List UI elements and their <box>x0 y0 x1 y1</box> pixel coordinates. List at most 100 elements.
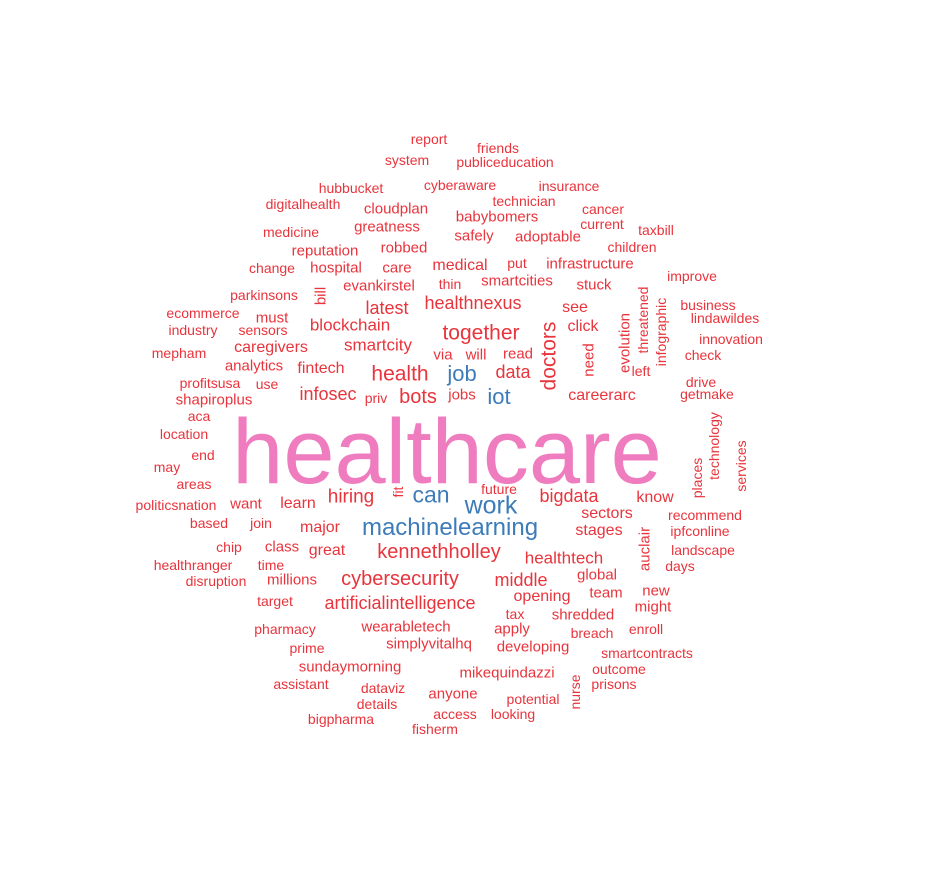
word-join: join <box>250 515 272 531</box>
word-children: children <box>607 239 657 255</box>
word-team: team <box>589 584 623 602</box>
word-new: new <box>642 582 670 600</box>
word-use: use <box>255 376 279 392</box>
word-mepham: mepham <box>151 345 207 361</box>
word-lindawildes: lindawildes <box>690 310 760 326</box>
word-potential: potential <box>506 691 560 707</box>
word-will: will <box>465 346 487 364</box>
word-places: places <box>689 457 705 499</box>
word-report: report <box>410 131 448 147</box>
word-left: left <box>631 363 651 379</box>
word-landscape: landscape <box>671 542 735 558</box>
word-opening: opening <box>513 588 571 605</box>
word-sundaymorning: sundaymorning <box>298 658 402 676</box>
word-enroll: enroll <box>628 621 664 637</box>
word-kennethholley: kennethholley <box>377 541 501 563</box>
word-must: must <box>255 309 289 327</box>
word-fintech: fintech <box>297 360 345 377</box>
word-ipfconline: ipfconline <box>670 523 730 539</box>
word-breach: breach <box>570 625 614 641</box>
word-healthtech: healthtech <box>524 548 604 568</box>
word-technician: technician <box>492 193 556 209</box>
word-medicine: medicine <box>262 224 320 240</box>
word-major: major <box>299 519 341 536</box>
word-getmake: getmake <box>680 386 734 402</box>
word-insurance: insurance <box>538 178 600 194</box>
word-anyone: anyone <box>428 685 478 703</box>
word-priv: priv <box>364 390 388 406</box>
word-healthranger: healthranger <box>153 557 233 573</box>
word-tax: tax <box>505 606 525 622</box>
word-pharmacy: pharmacy <box>254 621 316 637</box>
word-wearabletech: wearabletech <box>361 618 451 636</box>
word-hiring: hiring <box>327 486 375 508</box>
word-iot: iot <box>487 384 511 409</box>
word-change: change <box>249 260 295 276</box>
word-machinelearning: machinelearning <box>361 514 539 541</box>
word-greatness: greatness <box>354 218 420 236</box>
word-safely: safely <box>454 227 494 245</box>
word-bill: bill <box>312 286 330 306</box>
word-sectors: sectors <box>581 505 633 522</box>
word-doctors: doctors <box>537 321 561 391</box>
word-blockchain: blockchain <box>309 315 391 335</box>
word-put: put <box>507 255 527 271</box>
word-check: check <box>684 347 722 363</box>
word-bigdata: bigdata <box>539 486 599 506</box>
word-publiceducation: publiceducation <box>456 154 554 170</box>
word-job: job <box>447 361 477 386</box>
word-cybersecurity: cybersecurity <box>341 568 459 590</box>
word-disruption: disruption <box>185 573 247 589</box>
word-artificialintelligence: artificialintelligence <box>324 593 476 613</box>
word-improve: improve <box>667 268 717 284</box>
word-click: click <box>567 318 599 335</box>
word-see: see <box>562 299 588 316</box>
word-developing: developing <box>496 638 570 656</box>
word-reputation: reputation <box>291 242 359 260</box>
word-auclair: auclair <box>636 526 654 572</box>
word-cancer: cancer <box>581 201 625 217</box>
word-prime: prime <box>289 640 325 656</box>
word-simplyvitalhq: simplyvitalhq <box>386 635 472 653</box>
word-evankirstel: evankirstel <box>343 277 415 295</box>
word-read: read <box>502 345 534 363</box>
word-apply: apply <box>494 620 530 638</box>
word-digitalhealth: digitalhealth <box>265 196 341 212</box>
word-via: via <box>433 346 453 364</box>
word-healthnexus: healthnexus <box>424 293 522 313</box>
word-need: need <box>580 343 598 377</box>
word-medical: medical <box>432 257 488 274</box>
word-target: target <box>257 593 293 609</box>
word-cyberaware: cyberaware <box>423 177 497 193</box>
word-system: system <box>384 152 430 168</box>
word-work: work <box>464 491 518 520</box>
word-infographic: infographic <box>653 297 669 367</box>
word-babybomers: babybomers <box>455 208 539 226</box>
word-smartcity: smartcity <box>344 335 412 355</box>
word-fit: fit <box>390 486 406 498</box>
word-drive: drive <box>685 374 717 390</box>
word-stuck: stuck <box>576 276 612 294</box>
word-jobs: jobs <box>448 386 476 404</box>
word-aca: aca <box>187 408 211 424</box>
word-healthcare: healthcare <box>232 401 662 503</box>
word-caregivers: caregivers <box>234 339 308 356</box>
word-technology: technology <box>706 412 722 480</box>
word-friends: friends <box>476 140 520 156</box>
word-days: days <box>665 558 695 574</box>
word-parkinsons: parkinsons <box>230 287 298 303</box>
word-politicsnation: politicsnation <box>135 497 217 513</box>
word-access: access <box>433 706 477 722</box>
word-hubbucket: hubbucket <box>318 180 384 196</box>
word-dataviz: dataviz <box>360 680 406 696</box>
word-great: great <box>308 542 346 559</box>
word-global: global <box>576 566 618 584</box>
word-outcome: outcome <box>592 661 646 677</box>
word-location: location <box>159 426 209 442</box>
word-nurse: nurse <box>567 674 583 710</box>
word-areas: areas <box>176 476 212 492</box>
word-chip: chip <box>216 539 242 555</box>
word-can: can <box>412 481 450 508</box>
